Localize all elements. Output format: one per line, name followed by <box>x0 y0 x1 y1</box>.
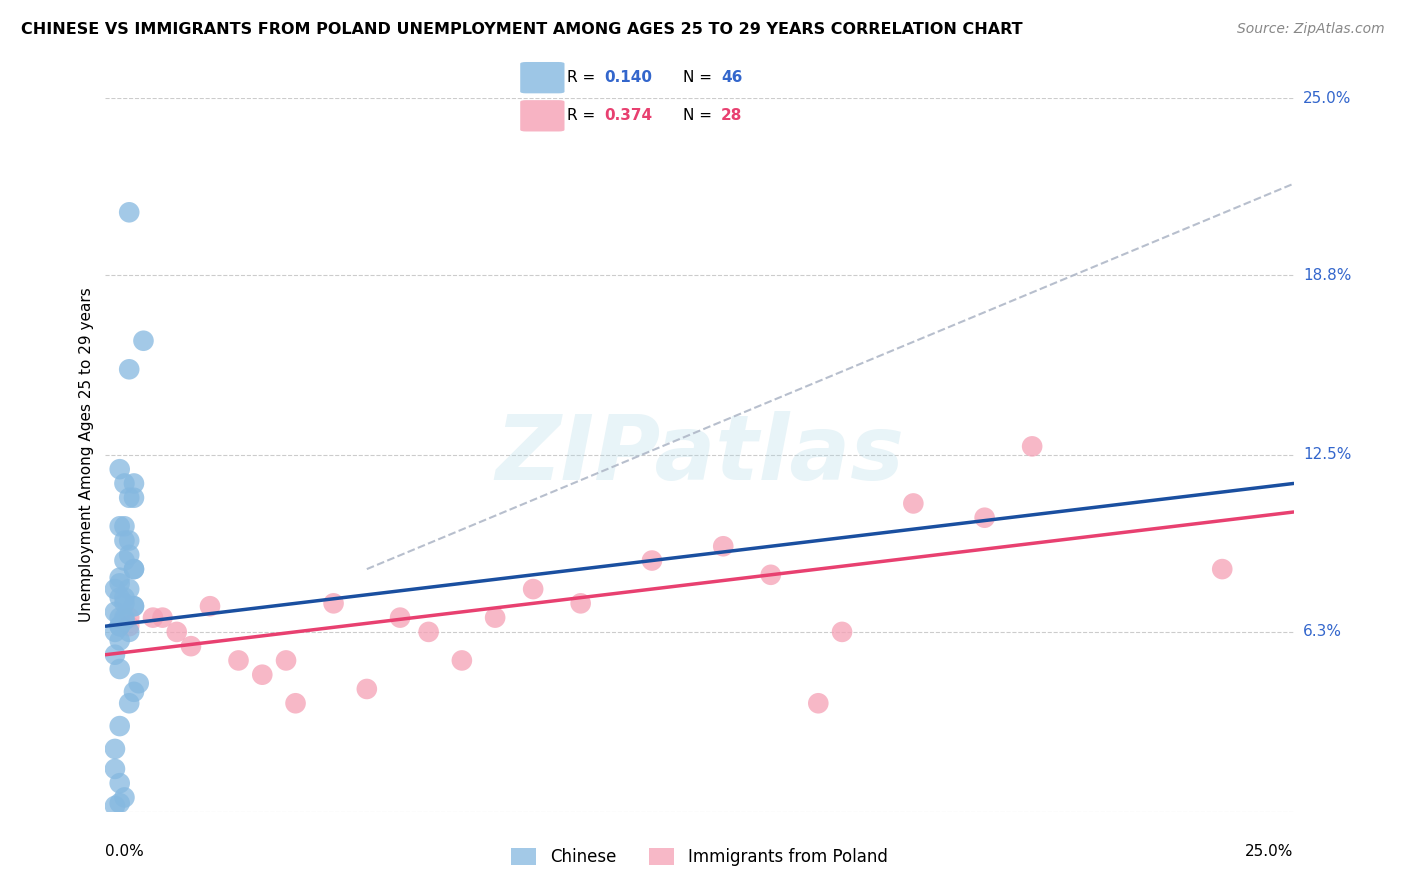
Text: 28: 28 <box>721 108 742 123</box>
Point <box>252 667 274 681</box>
Y-axis label: Unemployment Among Ages 25 to 29 years: Unemployment Among Ages 25 to 29 years <box>79 287 94 623</box>
Point <box>108 571 131 585</box>
Point <box>142 610 165 624</box>
Point <box>166 624 188 639</box>
Point <box>114 790 136 805</box>
Point <box>114 596 136 610</box>
Point <box>122 562 145 576</box>
Point <box>118 533 141 548</box>
Text: 12.5%: 12.5% <box>1303 448 1351 462</box>
Point <box>114 591 136 605</box>
FancyBboxPatch shape <box>520 100 565 131</box>
Text: 46: 46 <box>721 70 742 85</box>
Point <box>118 619 141 633</box>
Point <box>114 519 136 533</box>
Point <box>104 582 127 596</box>
Text: Source: ZipAtlas.com: Source: ZipAtlas.com <box>1237 22 1385 37</box>
Point <box>903 496 925 510</box>
Point <box>108 719 131 733</box>
Point <box>180 639 202 653</box>
Text: R =: R = <box>568 70 600 85</box>
Point <box>104 624 127 639</box>
Point <box>641 553 664 567</box>
Point <box>118 205 141 219</box>
Point <box>389 610 412 624</box>
Text: 0.140: 0.140 <box>605 70 652 85</box>
Point <box>108 576 131 591</box>
Point <box>122 476 145 491</box>
Point <box>104 762 127 776</box>
Text: 6.3%: 6.3% <box>1303 624 1343 640</box>
Point <box>108 519 131 533</box>
Text: ZIPatlas: ZIPatlas <box>495 411 904 499</box>
Point <box>418 624 440 639</box>
Text: N =: N = <box>683 70 717 85</box>
Point <box>118 610 141 624</box>
Point <box>284 696 307 710</box>
FancyBboxPatch shape <box>520 62 565 94</box>
Text: N =: N = <box>683 108 717 123</box>
Point <box>104 742 127 756</box>
Point <box>114 614 136 628</box>
Point <box>122 599 145 614</box>
Text: 18.8%: 18.8% <box>1303 268 1351 283</box>
Point <box>114 553 136 567</box>
Point <box>104 648 127 662</box>
Legend: Chinese, Immigrants from Poland: Chinese, Immigrants from Poland <box>505 841 894 872</box>
Point <box>450 653 472 667</box>
Text: 25.0%: 25.0% <box>1246 844 1294 859</box>
Point <box>114 533 136 548</box>
Text: 0.374: 0.374 <box>605 108 652 123</box>
Point <box>104 605 127 619</box>
Point <box>108 796 131 810</box>
Point <box>198 599 221 614</box>
Point <box>118 362 141 376</box>
Text: 0.0%: 0.0% <box>105 844 145 859</box>
Point <box>122 685 145 699</box>
Point <box>118 624 141 639</box>
Point <box>228 653 250 667</box>
Point <box>569 596 592 610</box>
Point <box>118 696 141 710</box>
Point <box>152 610 174 624</box>
Point <box>973 510 995 524</box>
Point <box>118 548 141 562</box>
Point <box>108 462 131 476</box>
Point <box>122 599 145 614</box>
Text: 25.0%: 25.0% <box>1303 91 1351 105</box>
Point <box>1211 562 1233 576</box>
Point <box>114 610 136 624</box>
Point <box>356 681 378 696</box>
Point <box>108 662 131 676</box>
Point <box>759 567 782 582</box>
Point <box>322 596 344 610</box>
Point <box>807 696 830 710</box>
Point <box>114 476 136 491</box>
Point <box>108 619 131 633</box>
Point <box>274 653 297 667</box>
Text: CHINESE VS IMMIGRANTS FROM POLAND UNEMPLOYMENT AMONG AGES 25 TO 29 YEARS CORRELA: CHINESE VS IMMIGRANTS FROM POLAND UNEMPL… <box>21 22 1022 37</box>
Point <box>108 633 131 648</box>
Point <box>104 799 127 814</box>
Point <box>108 619 131 633</box>
Point <box>118 582 141 596</box>
Point <box>132 334 155 348</box>
Point <box>118 491 141 505</box>
Point <box>128 676 150 690</box>
Point <box>108 610 131 624</box>
Text: R =: R = <box>568 108 600 123</box>
Point <box>122 562 145 576</box>
Point <box>122 491 145 505</box>
Point <box>108 591 131 605</box>
Point <box>711 539 734 553</box>
Point <box>522 582 544 596</box>
Point <box>1021 439 1043 453</box>
Point <box>108 776 131 790</box>
Point <box>484 610 506 624</box>
Point <box>831 624 853 639</box>
